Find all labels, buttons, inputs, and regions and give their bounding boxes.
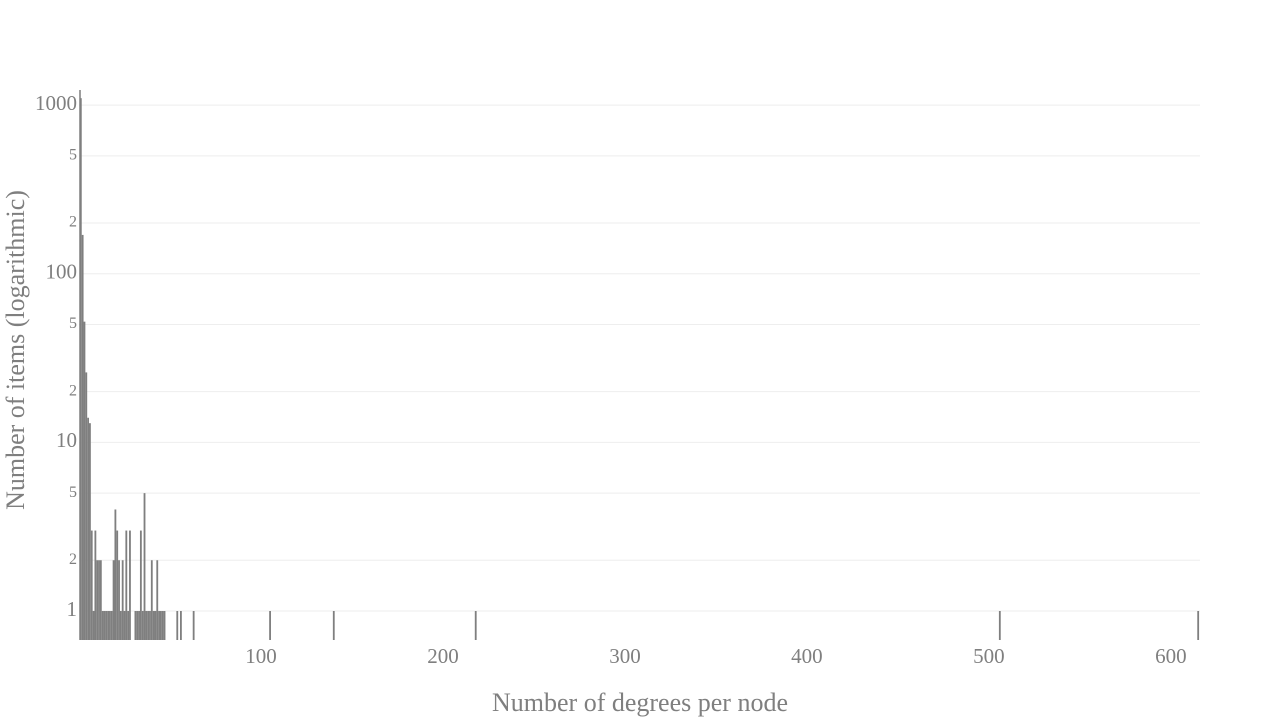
bar — [143, 493, 146, 640]
bar — [139, 530, 142, 640]
bar — [138, 611, 140, 640]
bar — [90, 530, 93, 640]
bar — [332, 611, 335, 640]
bar — [141, 611, 144, 640]
bar — [147, 611, 150, 640]
y-tick-label: 5 — [69, 147, 77, 164]
bar — [269, 611, 271, 640]
bar — [92, 611, 95, 640]
bar — [150, 560, 153, 640]
bar — [154, 611, 157, 640]
bar — [192, 611, 195, 640]
y-tick-label: 100 — [46, 260, 78, 284]
bar — [96, 560, 99, 640]
bar — [134, 611, 137, 640]
bar — [109, 611, 111, 640]
x-axis-label: Number of degrees per node — [492, 688, 788, 717]
bar — [121, 560, 124, 640]
bar — [125, 530, 128, 640]
bar — [99, 560, 102, 640]
x-tick-label: 600 — [1155, 644, 1187, 668]
x-tick-label: 300 — [609, 644, 641, 668]
bar — [998, 611, 1001, 640]
bar — [79, 98, 82, 640]
bar — [136, 611, 139, 640]
bar — [127, 611, 130, 640]
bar — [123, 611, 126, 640]
bar — [474, 611, 477, 640]
bar — [103, 611, 106, 640]
bar — [94, 530, 97, 640]
bar — [161, 611, 164, 640]
bar — [152, 611, 155, 640]
bar — [145, 611, 148, 640]
bar — [176, 611, 179, 640]
bar — [129, 530, 131, 640]
y-tick-label: 2 — [69, 551, 77, 568]
y-tick-label: 5 — [69, 315, 77, 332]
bar — [81, 234, 84, 640]
bar — [101, 611, 104, 640]
y-tick-label: 2 — [69, 382, 77, 399]
x-tick-label: 500 — [973, 644, 1005, 668]
bar — [98, 560, 100, 640]
bar — [107, 611, 110, 640]
x-tick-label: 400 — [791, 644, 823, 668]
bar — [119, 611, 122, 640]
bar — [105, 611, 108, 640]
y-tick-label: 2 — [69, 214, 77, 231]
y-axis-label: Number of items (logarithmic) — [1, 190, 30, 510]
y-tick-label: 10 — [56, 428, 77, 452]
bar — [163, 611, 166, 640]
bar — [158, 611, 160, 640]
bar — [110, 611, 113, 640]
y-tick-label: 1000 — [35, 91, 77, 115]
x-tick-label: 200 — [427, 644, 459, 668]
bar — [112, 560, 115, 640]
y-tick-label: 5 — [69, 484, 77, 501]
bar — [156, 560, 159, 640]
bar — [179, 611, 182, 640]
y-tick-label: 1 — [67, 597, 78, 621]
bar — [114, 509, 117, 640]
bar — [89, 423, 91, 640]
bar — [159, 611, 162, 640]
bar — [87, 417, 90, 640]
bar — [1197, 611, 1200, 640]
bar — [118, 560, 120, 640]
bar — [85, 372, 88, 640]
x-tick-label: 100 — [245, 644, 277, 668]
bar — [116, 530, 119, 640]
bar — [149, 611, 151, 640]
bar — [83, 321, 86, 640]
